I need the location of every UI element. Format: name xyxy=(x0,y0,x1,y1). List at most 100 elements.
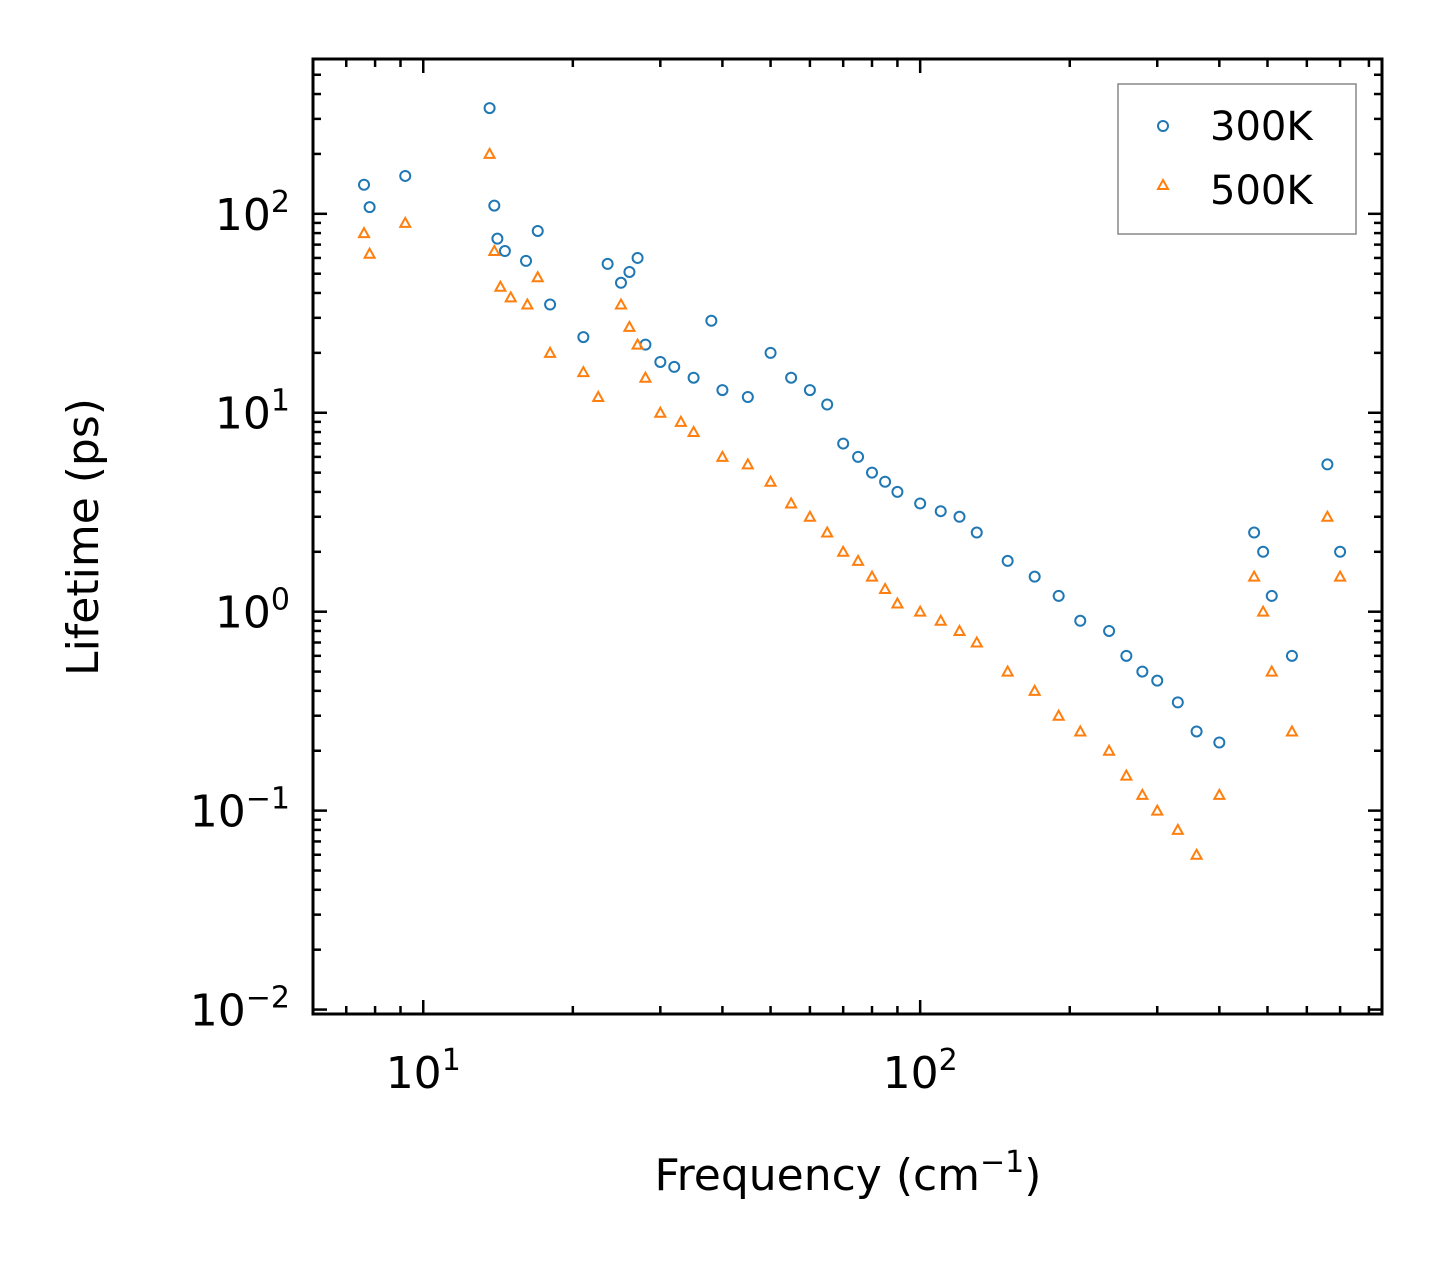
point-300k xyxy=(654,355,667,368)
point-300k xyxy=(837,437,850,450)
point-300k xyxy=(1190,725,1203,738)
legend-label-300k: 300K xyxy=(1210,104,1314,150)
point-500k xyxy=(1247,569,1261,582)
point-300k xyxy=(358,178,371,191)
legend-label-500k: 500K xyxy=(1210,168,1314,214)
point-500k xyxy=(1189,847,1204,860)
point-500k xyxy=(1212,787,1227,800)
point-500k xyxy=(520,297,535,310)
point-500k xyxy=(638,370,653,383)
point-300k xyxy=(1257,545,1270,558)
point-300k xyxy=(821,398,834,411)
point-500k xyxy=(1171,822,1185,835)
point-500k xyxy=(952,623,967,636)
point-500k xyxy=(803,509,817,522)
point-500k xyxy=(1000,664,1015,677)
point-300k xyxy=(741,390,754,403)
point-500k xyxy=(357,226,371,239)
point-500k xyxy=(543,345,557,358)
point-500k xyxy=(686,424,701,438)
y-tick-label: 10−1 xyxy=(190,782,290,838)
point-500k xyxy=(715,449,730,462)
point-300k xyxy=(1171,696,1184,709)
y-tick-label: 10−2 xyxy=(190,981,290,1037)
point-500k xyxy=(1119,768,1134,781)
point-500k xyxy=(493,279,508,292)
point-300k xyxy=(934,505,947,518)
point-300k xyxy=(1213,736,1226,749)
point-300k xyxy=(1074,614,1087,627)
point-300k xyxy=(705,314,718,327)
point-500k xyxy=(820,525,834,538)
point-300k xyxy=(531,224,544,237)
point-300k xyxy=(764,346,777,359)
point-300k xyxy=(520,254,533,267)
point-500k xyxy=(851,553,865,566)
point-300k xyxy=(803,384,816,397)
x-tick-label: 101 xyxy=(386,1043,461,1099)
legend: 300K 500K xyxy=(1117,83,1357,235)
point-500k xyxy=(836,544,850,557)
point-300k xyxy=(1136,665,1149,678)
point-300k xyxy=(488,199,501,212)
point-300k xyxy=(498,245,511,258)
point-300k xyxy=(716,384,729,397)
point-300k xyxy=(601,257,614,270)
point-500k xyxy=(1073,724,1087,737)
point-500k xyxy=(1333,569,1347,582)
point-500k xyxy=(741,457,755,470)
point-300k xyxy=(668,360,681,373)
y-tick-label: 102 xyxy=(215,185,290,241)
point-500k xyxy=(1150,803,1164,816)
point-300k xyxy=(399,169,412,182)
legend-marker-500k xyxy=(1156,177,1170,190)
point-500k xyxy=(576,365,591,378)
plot-frame xyxy=(311,57,1384,1016)
y-tick-label: 101 xyxy=(215,384,290,440)
point-500k xyxy=(591,389,605,402)
legend-marker-300k xyxy=(1157,120,1169,132)
point-500k xyxy=(1285,724,1299,737)
point-300k xyxy=(1052,589,1065,602)
point-300k xyxy=(1265,589,1278,602)
x-axis-title: Frequency (cm−1) xyxy=(655,1145,1042,1201)
point-500k xyxy=(482,146,497,159)
point-300k xyxy=(1001,554,1014,567)
point-300k xyxy=(1028,570,1041,583)
point-500k xyxy=(1256,604,1270,617)
point-300k xyxy=(785,371,798,384)
point-300k xyxy=(970,526,983,539)
point-300k xyxy=(1248,526,1261,539)
point-300k xyxy=(544,298,557,311)
point-500k xyxy=(504,290,518,303)
point-300k xyxy=(614,276,627,289)
point-300k xyxy=(1103,624,1116,637)
point-500k xyxy=(487,243,502,257)
point-500k xyxy=(1027,683,1042,696)
series-500k xyxy=(357,146,1347,860)
point-500k xyxy=(1102,743,1116,756)
point-500k xyxy=(878,581,892,595)
point-500k xyxy=(614,297,628,310)
point-500k xyxy=(1320,509,1335,522)
point-500k xyxy=(1265,664,1279,677)
point-500k xyxy=(653,405,668,418)
point-500k xyxy=(1135,787,1150,800)
point-300k xyxy=(866,466,879,479)
point-300k xyxy=(891,485,904,498)
point-300k xyxy=(363,201,376,214)
point-500k xyxy=(630,337,645,350)
point-300k xyxy=(623,265,636,278)
point-300k xyxy=(953,510,966,523)
y-tick-label: 100 xyxy=(215,583,290,639)
point-500k xyxy=(362,246,377,259)
point-300k xyxy=(631,251,644,264)
legend-box xyxy=(1117,83,1357,235)
point-500k xyxy=(398,215,412,228)
point-500k xyxy=(531,270,545,283)
point-300k xyxy=(879,475,892,488)
series-300k xyxy=(358,102,1347,749)
point-300k xyxy=(852,450,865,463)
point-300k xyxy=(1151,674,1164,687)
